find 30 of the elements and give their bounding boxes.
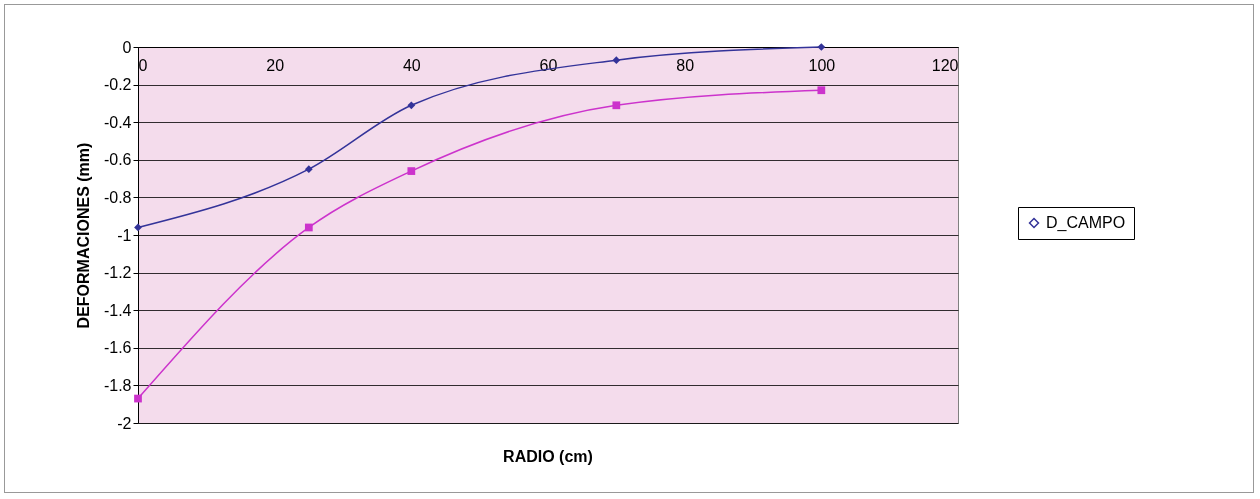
legend-label: D_CAMPO	[1046, 214, 1126, 232]
point	[817, 86, 826, 95]
x-tick-label: 80	[676, 56, 695, 74]
point	[817, 43, 826, 51]
y-axis-title: DEFORMACIONES (mm)	[74, 142, 92, 329]
y-tick-label: -2	[117, 414, 132, 432]
x-tick-label: 20	[266, 56, 285, 74]
point	[407, 167, 416, 175]
y-tick-label: -0.6	[103, 151, 132, 169]
y-tick-label: 0	[122, 38, 132, 56]
point	[304, 223, 313, 232]
x-axis-title: RADIO (cm)	[503, 448, 593, 465]
y-tick-label: -0.2	[103, 76, 132, 94]
y-tick-label: -1.6	[103, 339, 132, 357]
point	[407, 101, 416, 110]
x-tick-label: 40	[402, 56, 421, 74]
x-tick-label: 0	[138, 56, 148, 74]
y-tick-label: -1	[117, 226, 132, 244]
point	[612, 101, 621, 110]
x-tick-label: 100	[808, 56, 836, 74]
y-tick-label: -1.4	[103, 301, 132, 319]
y-tick-label: -0.4	[103, 113, 132, 131]
point	[612, 56, 621, 65]
point	[134, 223, 142, 232]
point	[304, 165, 313, 174]
y-tick-label: -1.8	[103, 376, 132, 394]
point	[134, 394, 142, 403]
x-tick-label: 120	[931, 56, 959, 74]
y-tick-label: -0.8	[103, 188, 132, 206]
y-tick-label: -1.2	[103, 264, 132, 282]
